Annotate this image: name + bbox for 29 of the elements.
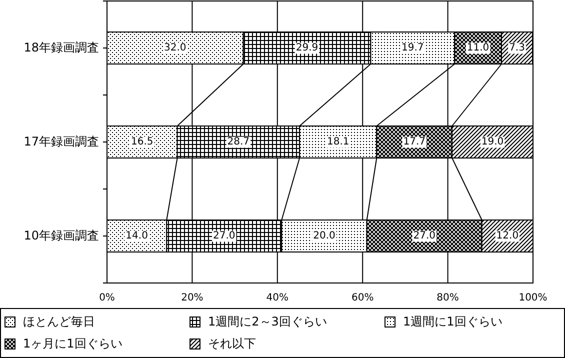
data-label: 16.5 bbox=[131, 136, 154, 148]
data-label: 11.0 bbox=[466, 42, 490, 54]
legend-label: 1週間に1回ぐらい bbox=[403, 314, 502, 328]
data-label: 12.0 bbox=[496, 230, 519, 242]
data-label: 27.0 bbox=[413, 230, 436, 242]
legend-label: それ以下 bbox=[208, 336, 256, 350]
data-label: 28.7 bbox=[227, 136, 250, 148]
y-tick-label: 17年録画調査 bbox=[24, 134, 99, 148]
legend-label: 1週間に2～3回ぐらい bbox=[208, 314, 327, 328]
x-tick-label: 20% bbox=[181, 292, 204, 304]
y-tick-label: 18年録画調査 bbox=[24, 40, 99, 54]
y-tick-label: 10年録画調査 bbox=[24, 228, 99, 242]
legend-label: ほとんど毎日 bbox=[23, 314, 95, 328]
x-tick-label: 100% bbox=[518, 292, 548, 304]
x-tick-label: 40% bbox=[266, 292, 289, 304]
x-tick-label: 60% bbox=[351, 292, 374, 304]
data-label: 32.0 bbox=[164, 42, 186, 54]
data-label: 7.3 bbox=[509, 42, 525, 54]
data-label: 17.7 bbox=[403, 136, 426, 148]
x-tick-label: 80% bbox=[436, 292, 459, 304]
data-label: 14.0 bbox=[126, 230, 148, 242]
data-label: 18.1 bbox=[326, 136, 350, 148]
legend-label: 1ヶ月に1回ぐらい bbox=[23, 336, 122, 350]
data-label: 29.9 bbox=[296, 42, 318, 54]
data-label: 20.0 bbox=[313, 230, 336, 242]
data-label: 19.7 bbox=[402, 42, 424, 54]
data-label: 27.0 bbox=[213, 230, 236, 242]
x-tick-label: 0% bbox=[99, 292, 115, 304]
data-label: 19.0 bbox=[481, 136, 504, 148]
